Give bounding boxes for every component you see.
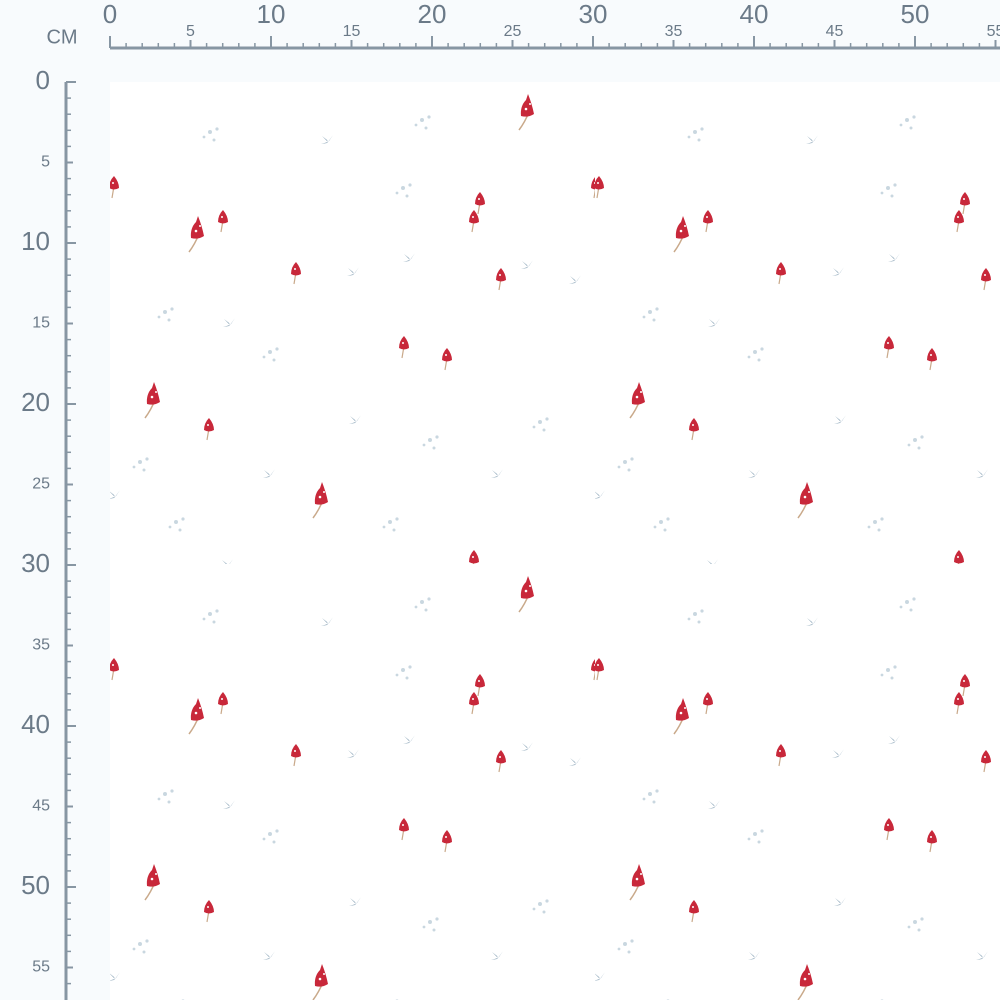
left-ruler-label: 0 — [36, 65, 50, 95]
left-ruler-label: 45 — [32, 798, 50, 815]
left-ruler-label: 50 — [21, 870, 50, 900]
left-ruler-label: 30 — [21, 548, 50, 578]
left-ruler-label: 10 — [21, 226, 50, 256]
left-ruler-label: 25 — [32, 476, 50, 493]
top-ruler-label: 15 — [343, 23, 361, 40]
top-ruler-label: 0 — [103, 0, 117, 29]
left-ruler-label: 15 — [32, 315, 50, 332]
top-ruler-label: 40 — [740, 0, 769, 29]
top-ruler-label: 20 — [418, 0, 447, 29]
top-ruler-label: 25 — [504, 23, 522, 40]
top-ruler-label: 5 — [186, 23, 195, 40]
top-ruler-label: 10 — [257, 0, 286, 29]
top-ruler-label: 45 — [826, 23, 844, 40]
top-ruler-label: 55 — [987, 23, 1000, 40]
left-ruler-label: 5 — [41, 154, 50, 171]
left-ruler-label: 35 — [32, 637, 50, 654]
unit-label: CM — [46, 26, 77, 48]
top-ruler-label: 35 — [665, 23, 683, 40]
left-ruler-label: 40 — [21, 709, 50, 739]
top-ruler-label: 50 — [901, 0, 930, 29]
left-ruler-label: 20 — [21, 387, 50, 417]
mushroom-pattern — [110, 82, 1000, 1000]
left-ruler-label: 55 — [32, 959, 50, 976]
top-ruler-label: 30 — [579, 0, 608, 29]
